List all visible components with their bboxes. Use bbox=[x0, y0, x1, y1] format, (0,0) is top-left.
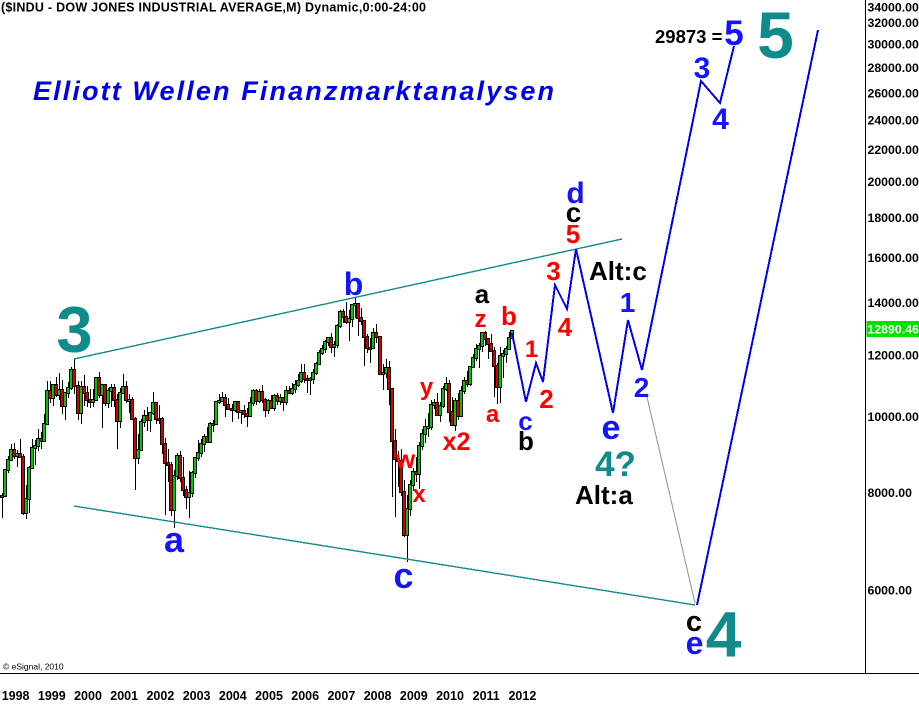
svg-text:b: b bbox=[344, 266, 364, 302]
svg-text:22000.00: 22000.00 bbox=[868, 143, 919, 157]
svg-text:y: y bbox=[420, 374, 434, 401]
svg-text:12000.00: 12000.00 bbox=[868, 348, 919, 362]
svg-text:28000.00: 28000.00 bbox=[868, 61, 919, 75]
svg-text:5: 5 bbox=[724, 14, 743, 53]
svg-text:18000.00: 18000.00 bbox=[868, 211, 919, 225]
svg-text:3: 3 bbox=[56, 293, 92, 366]
svg-text:2002: 2002 bbox=[146, 689, 174, 703]
svg-text:12890.46: 12890.46 bbox=[868, 323, 919, 337]
svg-text:© eSignal, 2010: © eSignal, 2010 bbox=[3, 662, 64, 672]
svg-text:24000.00: 24000.00 bbox=[868, 113, 919, 127]
svg-text:8000.00: 8000.00 bbox=[868, 486, 913, 500]
svg-text:($INDU - DOW JONES INDUSTRIAL: ($INDU - DOW JONES INDUSTRIAL AVERAGE,M)… bbox=[1, 1, 426, 15]
svg-text:2001: 2001 bbox=[110, 689, 138, 703]
svg-text:4: 4 bbox=[558, 312, 573, 342]
svg-text:e: e bbox=[602, 409, 621, 447]
svg-text:2000: 2000 bbox=[74, 689, 102, 703]
svg-text:z: z bbox=[475, 306, 487, 333]
svg-text:e: e bbox=[686, 625, 704, 661]
svg-text:2010: 2010 bbox=[436, 689, 464, 703]
svg-text:20000.00: 20000.00 bbox=[868, 175, 919, 189]
svg-text:30000.00: 30000.00 bbox=[868, 38, 919, 52]
svg-text:c: c bbox=[393, 555, 413, 596]
svg-text:2003: 2003 bbox=[183, 689, 211, 703]
svg-text:3: 3 bbox=[694, 52, 711, 85]
svg-text:2005: 2005 bbox=[255, 689, 283, 703]
svg-text:Alt:c: Alt:c bbox=[589, 256, 647, 286]
svg-text:16000.00: 16000.00 bbox=[868, 251, 919, 265]
svg-text:2: 2 bbox=[539, 384, 553, 414]
svg-text:2004: 2004 bbox=[219, 689, 247, 703]
svg-text:2012: 2012 bbox=[508, 689, 536, 703]
svg-text:34000.00: 34000.00 bbox=[868, 0, 919, 14]
svg-text:5: 5 bbox=[757, 0, 794, 72]
svg-text:Alt:a: Alt:a bbox=[575, 480, 633, 510]
svg-text:w: w bbox=[395, 446, 416, 474]
svg-text:a: a bbox=[164, 519, 185, 560]
svg-text:32000.00: 32000.00 bbox=[868, 16, 919, 30]
svg-text:4?: 4? bbox=[595, 445, 636, 484]
svg-text:2011: 2011 bbox=[473, 689, 500, 703]
svg-text:2008: 2008 bbox=[364, 689, 392, 703]
svg-text:Elliott Wellen Finanzmarktanal: Elliott Wellen Finanzmarktanalysen bbox=[33, 76, 554, 106]
svg-text:4: 4 bbox=[706, 599, 742, 671]
svg-text:2007: 2007 bbox=[327, 689, 355, 703]
svg-text:4: 4 bbox=[712, 103, 729, 136]
svg-text:1998: 1998 bbox=[2, 689, 30, 703]
svg-text:2009: 2009 bbox=[400, 689, 428, 703]
svg-text:x2: x2 bbox=[443, 428, 471, 456]
svg-text:3: 3 bbox=[546, 256, 560, 286]
svg-text:1999: 1999 bbox=[38, 689, 66, 703]
svg-text:x: x bbox=[412, 481, 426, 508]
svg-text:c: c bbox=[518, 406, 532, 436]
svg-text:26000.00: 26000.00 bbox=[868, 86, 919, 100]
svg-text:14000.00: 14000.00 bbox=[868, 296, 919, 310]
svg-text:5: 5 bbox=[566, 219, 580, 249]
svg-text:6000.00: 6000.00 bbox=[868, 583, 913, 597]
svg-text:a: a bbox=[486, 401, 500, 428]
svg-text:1: 1 bbox=[620, 287, 636, 318]
svg-text:10000.00: 10000.00 bbox=[868, 410, 919, 424]
svg-text:29873 =: 29873 = bbox=[655, 26, 723, 47]
svg-text:b: b bbox=[501, 301, 517, 331]
svg-text:1: 1 bbox=[525, 336, 538, 363]
svg-text:2: 2 bbox=[634, 372, 650, 403]
svg-text:a: a bbox=[475, 279, 490, 309]
svg-text:2006: 2006 bbox=[291, 689, 319, 703]
